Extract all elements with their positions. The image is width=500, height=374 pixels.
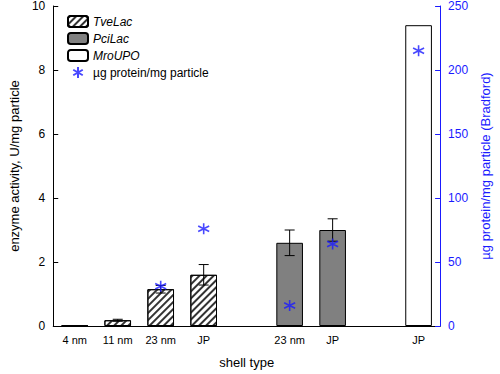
svg-text:JP: JP: [197, 334, 210, 346]
svg-text:MroUPO: MroUPO: [93, 49, 140, 63]
svg-text:50: 50: [448, 255, 462, 269]
svg-text:150: 150: [448, 127, 468, 141]
svg-text:TveLac: TveLac: [93, 15, 132, 29]
svg-text:11 nm: 11 nm: [103, 334, 133, 346]
svg-text:23 nm: 23 nm: [145, 334, 176, 346]
svg-text:0: 0: [39, 319, 46, 333]
svg-text:6: 6: [39, 127, 46, 141]
svg-text:µg protein/mg particle: µg protein/mg particle: [93, 66, 209, 80]
svg-text:2: 2: [39, 255, 46, 269]
svg-text:enzyme activity, U/mg particle: enzyme activity, U/mg particle: [7, 80, 22, 252]
svg-text:8: 8: [39, 63, 46, 77]
svg-text:200: 200: [448, 63, 468, 77]
svg-text:0: 0: [448, 319, 455, 333]
svg-text:250: 250: [448, 0, 468, 13]
svg-text:PciLac: PciLac: [93, 32, 129, 46]
svg-text:JP: JP: [326, 334, 339, 346]
svg-text:100: 100: [448, 191, 468, 205]
svg-text:µg protein/mg particle (Bradfo: µg protein/mg particle (Bradford): [478, 72, 493, 259]
svg-text:23 nm: 23 nm: [274, 334, 305, 346]
svg-text:4 nm: 4 nm: [63, 334, 87, 346]
svg-text:JP: JP: [412, 334, 425, 346]
svg-text:shell type: shell type: [219, 355, 274, 370]
svg-text:4: 4: [39, 191, 46, 205]
svg-text:10: 10: [32, 0, 46, 13]
